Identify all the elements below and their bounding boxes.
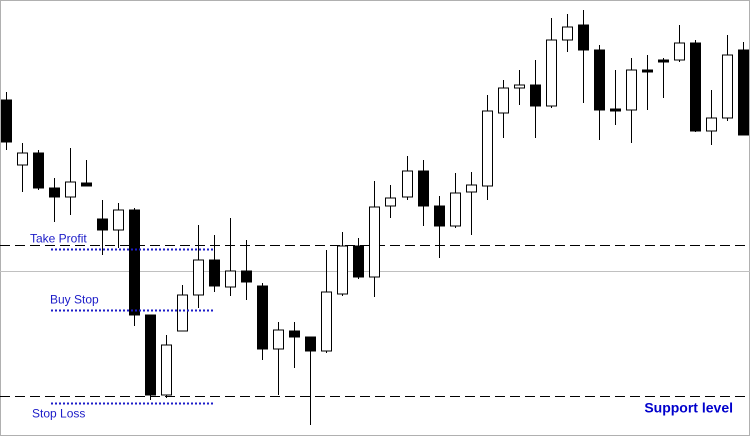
candle-body (658, 59, 669, 63)
candle-body (1, 99, 12, 143)
candle-body (353, 245, 364, 278)
candle-body (65, 181, 76, 198)
candle-body (113, 209, 124, 231)
candle-body (385, 197, 396, 207)
candle-body (17, 152, 28, 166)
candle-body (594, 49, 605, 111)
candle-body (145, 314, 156, 396)
candle-body (706, 117, 717, 132)
candle-body (434, 205, 445, 227)
candle-body (241, 270, 252, 283)
order-label: Take Profit (30, 232, 87, 246)
candle-body (257, 285, 268, 350)
candle-body (514, 84, 525, 89)
candle-body (674, 42, 685, 61)
candle-body (337, 245, 348, 295)
candle-body (626, 69, 637, 111)
candle-body (530, 84, 541, 107)
candle-body (97, 218, 108, 231)
candle-body (321, 291, 332, 352)
candle-body (498, 87, 509, 114)
candle-body (482, 110, 493, 187)
order-label: Stop Loss (32, 407, 85, 421)
candle-body (305, 336, 316, 352)
candle-body (209, 259, 220, 287)
candle-body (129, 209, 140, 316)
candle-body (546, 39, 557, 107)
candle-body (273, 329, 284, 350)
candle-body (722, 54, 733, 119)
order-label: Buy Stop (50, 293, 99, 307)
candle-body (466, 184, 477, 193)
candle-body (225, 270, 236, 288)
candle-body (33, 152, 44, 189)
candle-body (193, 259, 204, 296)
candle-body (690, 42, 701, 132)
support-label: Support level (644, 400, 733, 416)
candle-body (578, 24, 589, 51)
candle-body (289, 330, 300, 338)
candle-body (610, 108, 621, 112)
candle-body (642, 69, 653, 73)
candle-body (369, 206, 380, 278)
candle-body (161, 344, 172, 396)
candle-body (418, 170, 429, 207)
candle-body (450, 192, 461, 227)
candle-body (177, 294, 188, 332)
candle-body (402, 170, 413, 198)
candle-body (49, 187, 60, 198)
candle-body (738, 49, 749, 136)
candle-body (81, 182, 92, 187)
candle-body (562, 26, 573, 41)
